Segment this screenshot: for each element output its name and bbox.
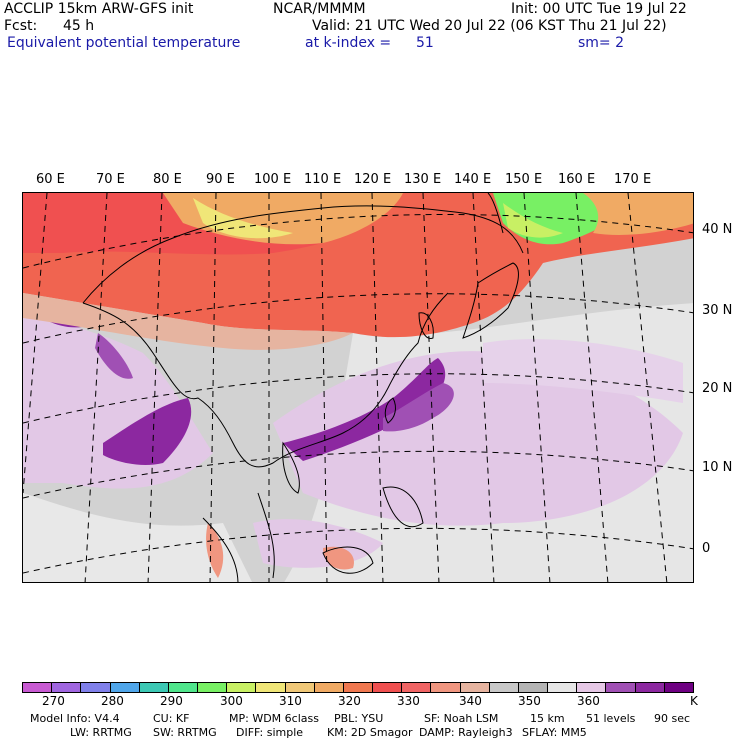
- pbl-scheme: PBL: YSU: [334, 712, 384, 725]
- colorbar-swatch: [81, 683, 111, 692]
- color-bar: [22, 682, 694, 693]
- lon-label: 90 E: [206, 172, 235, 187]
- lon-label: 70 E: [96, 172, 125, 187]
- lon-label: 110 E: [304, 172, 342, 187]
- colorbar-swatch: [577, 683, 607, 692]
- lon-label: 80 E: [153, 172, 182, 187]
- colorbar-swatch: [52, 683, 82, 692]
- colorbar-tick: 310: [279, 694, 302, 708]
- sflay-scheme: SFLAY: MM5: [522, 726, 587, 739]
- resolution: 15 km: [530, 712, 565, 725]
- colorbar-swatch: [256, 683, 286, 692]
- colorbar-swatch: [110, 683, 140, 692]
- map-graphic: [23, 193, 693, 582]
- lat-label: 10 N: [702, 460, 733, 475]
- colorbar-swatch: [168, 683, 199, 692]
- colorbar-unit: K: [690, 694, 698, 708]
- colorbar-swatch: [489, 683, 519, 692]
- lon-label: 130 E: [404, 172, 442, 187]
- colorbar-swatch: [198, 683, 228, 692]
- model-title: ACCLIP 15km ARW-GFS init: [4, 1, 194, 17]
- colorbar-tick: 290: [160, 694, 183, 708]
- lon-label: 100 E: [254, 172, 292, 187]
- lat-label: 40 N: [702, 222, 733, 237]
- theta-e-map: [22, 192, 694, 583]
- smoothing-label: sm= 2: [578, 35, 625, 51]
- km-scheme: KM: 2D Smagor: [327, 726, 413, 739]
- lon-label: 120 E: [354, 172, 392, 187]
- lon-label: 170 E: [614, 172, 652, 187]
- sf-scheme: SF: Noah LSM: [424, 712, 499, 725]
- colorbar-swatch: [460, 683, 490, 692]
- timestep: 90 sec: [654, 712, 691, 725]
- init-time: Init: 00 UTC Tue 19 Jul 22: [511, 1, 687, 17]
- valid-time: Valid: 21 UTC Wed 20 Jul 22 (06 KST Thu …: [312, 18, 667, 34]
- mp-scheme: MP: WDM 6class: [229, 712, 319, 725]
- lon-label: 60 E: [36, 172, 65, 187]
- colorbar-swatch: [606, 683, 636, 692]
- lat-label: 0: [702, 541, 711, 556]
- colorbar-tick: 280: [101, 694, 124, 708]
- lw-scheme: LW: RRTMG: [70, 726, 132, 739]
- damp-scheme: DAMP: Rayleigh3: [419, 726, 513, 739]
- levels: 51 levels: [586, 712, 636, 725]
- center-name: NCAR/MMMM: [273, 1, 366, 17]
- colorbar-swatch: [402, 683, 432, 692]
- colorbar-tick: 320: [338, 694, 361, 708]
- lon-label: 140 E: [454, 172, 492, 187]
- lon-label: 160 E: [558, 172, 596, 187]
- colorbar-tick: 270: [42, 694, 65, 708]
- sw-scheme: SW: RRTMG: [153, 726, 217, 739]
- diff-scheme: DIFF: simple: [236, 726, 304, 739]
- colorbar-swatch: [548, 683, 578, 692]
- colorbar-tick: 300: [220, 694, 243, 708]
- colorbar-swatch: [664, 683, 693, 692]
- colorbar-swatch: [139, 683, 169, 692]
- colorbar-tick: 360: [577, 694, 600, 708]
- colorbar-swatch: [285, 683, 315, 692]
- colorbar-swatch: [343, 683, 374, 692]
- colorbar-tick: 330: [397, 694, 420, 708]
- colorbar-swatch: [314, 683, 344, 692]
- colorbar-tick: 350: [518, 694, 541, 708]
- cu-scheme: CU: KF: [153, 712, 190, 725]
- colorbar-swatch: [635, 683, 665, 692]
- colorbar-swatch: [373, 683, 403, 692]
- colorbar-tick: 340: [459, 694, 482, 708]
- lat-label: 30 N: [702, 303, 733, 318]
- colorbar-swatch: [518, 683, 549, 692]
- forecast-label: Fcst:: [4, 18, 38, 34]
- level-label: at k-index =: [305, 35, 392, 51]
- model-info: Model Info: V4.4: [30, 712, 120, 725]
- field-name: Equivalent potential temperature: [7, 35, 241, 51]
- colorbar-swatch: [431, 683, 461, 692]
- colorbar-swatch: [23, 683, 53, 692]
- level-value: 51: [416, 35, 434, 51]
- lon-label: 150 E: [505, 172, 543, 187]
- forecast-hours: 45 h: [63, 18, 95, 34]
- colorbar-swatch: [227, 683, 257, 692]
- lat-label: 20 N: [702, 381, 733, 396]
